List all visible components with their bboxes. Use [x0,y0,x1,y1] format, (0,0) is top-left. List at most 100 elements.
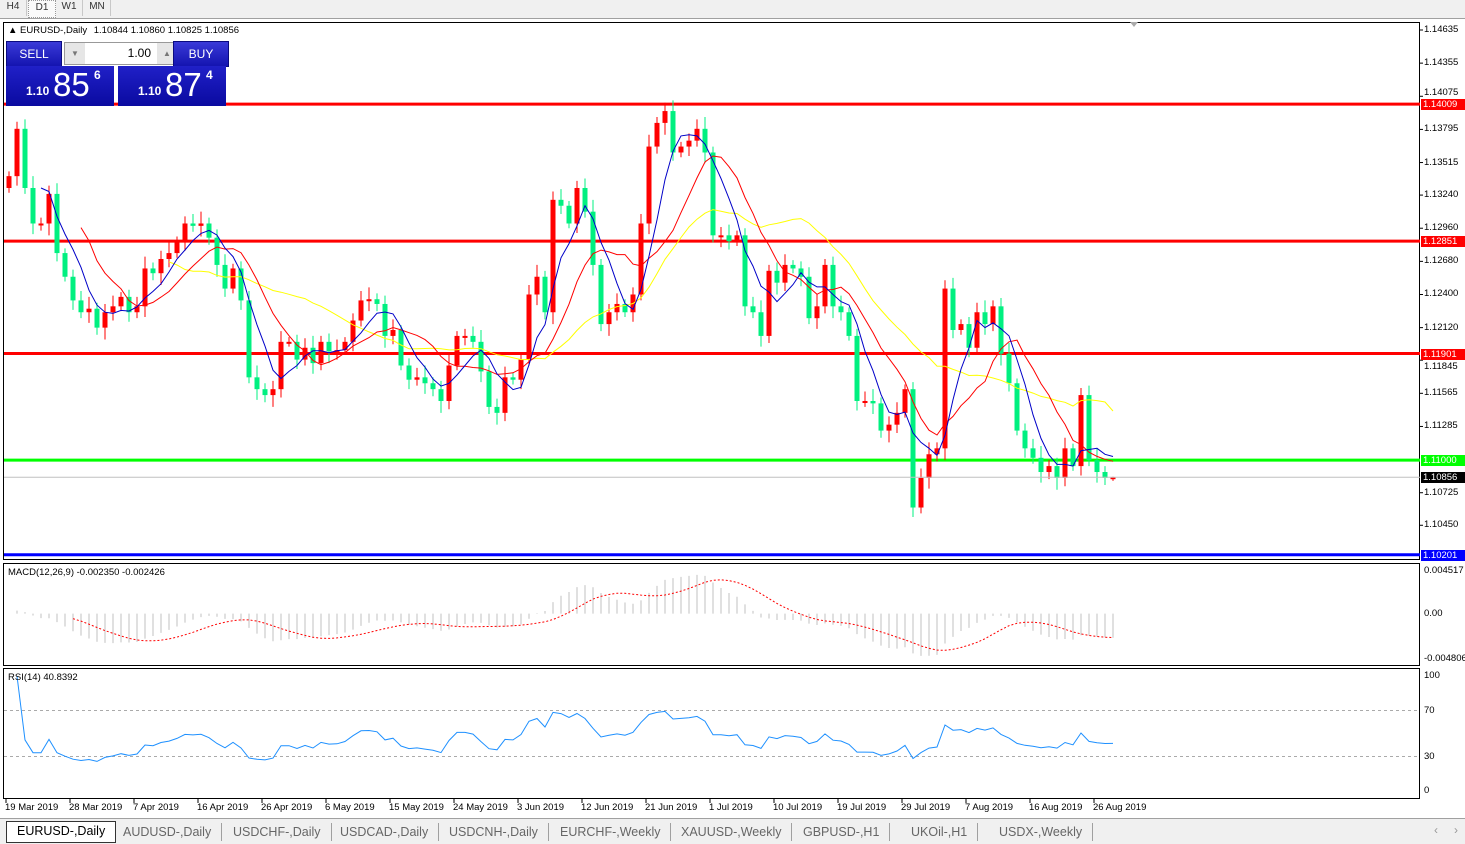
chart-tab[interactable]: USDCNH-,Daily [439,823,549,841]
candle-body [326,341,332,352]
candle-body [158,258,164,274]
chart-tab[interactable]: GBPUSD-,H1 [793,823,891,841]
candle-body [534,276,540,295]
candle-body [814,306,820,319]
candle-body [462,335,468,338]
date-axis-label: 19 Mar 2019 [5,802,59,813]
chart-tab[interactable]: AUDUSD-,Daily [113,823,223,841]
date-axis-label: 7 Aug 2019 [965,802,1014,813]
candle-body [494,406,500,413]
bid-price-tag: 1.10856 [1421,472,1465,484]
rsi-axis-label: 100 [1424,670,1440,681]
chart-shift-icon [1130,22,1138,27]
candle-body [286,341,292,344]
lot-increase-icon[interactable]: ▲ [157,43,177,64]
chart-tab[interactable]: USDCHF-,Daily [223,823,332,841]
tab-scroll-left-icon[interactable]: ‹ [1434,823,1438,837]
lot-size-input[interactable]: 1.00 [127,46,151,60]
chart-tab[interactable]: EURCHF-,Weekly [550,823,672,841]
date-axis-label: 26 Aug 2019 [1093,802,1147,813]
timeframe-mn-button[interactable]: MN [84,0,111,16]
sell-price[interactable]: 1.10 85 6 [6,66,114,106]
price-axis-label: 1.13240 [1424,189,1459,201]
candle-body [550,199,556,313]
candle-body [102,312,108,328]
candle-body [686,140,692,147]
moving-average-mid-line [80,155,1114,462]
candle-body [670,111,676,153]
chart-tab[interactable]: XAUUSD-,Weekly [671,823,793,841]
price-axis-label: 1.11565 [1424,387,1458,399]
candle-body [198,223,204,226]
candle-body [1094,460,1100,473]
chart-tab[interactable]: USDCAD-,Daily [330,823,440,841]
candle-body [278,341,284,390]
chart-tab[interactable]: UKOil-,H1 [901,823,979,841]
sell-button[interactable]: SELL [6,41,62,67]
candle-body [1022,430,1028,449]
candle-body [822,264,828,307]
candle-body [1078,395,1084,467]
candle-body [78,300,84,313]
candle-body [174,241,180,254]
lot-size-stepper[interactable]: ▼ 1.00 ▲ [64,42,178,65]
price-axis-label: 1.10725 [1424,486,1459,498]
candle-body [710,152,716,236]
candle-body [54,193,60,254]
candle-body [902,389,908,413]
candle-body [1038,457,1044,473]
candle-body [342,341,348,351]
candle-body [38,223,44,226]
buy-price[interactable]: 1.10 87 4 [118,66,226,106]
candle-body [574,187,580,224]
candle-body [318,341,324,364]
sell-price-prefix: 1.10 [26,84,50,98]
macd-axis-label: -0.004806 [1424,653,1465,664]
horizontal-line-price-tag: 1.14009 [1421,99,1465,111]
candle-body [974,312,980,348]
candle-body [142,268,148,307]
candle-body [990,306,996,325]
candle-body [678,146,684,153]
rsi-pane-frame [3,668,1420,799]
candle-body [606,312,612,325]
date-axis-label: 29 Jul 2019 [901,802,951,813]
candle-body [694,128,700,141]
chart-tab[interactable]: USDX-,Weekly [989,823,1094,841]
candle-body [942,288,948,449]
chart-tab[interactable]: EURUSD-,Daily [6,821,117,843]
collapse-triangle-icon[interactable]: ▲ [8,25,18,36]
price-axis-label: 1.11285 [1424,420,1458,432]
moving-average-slow-line [168,209,1114,412]
candle-body [126,296,132,313]
buy-button[interactable]: BUY [173,41,229,67]
candle-body [614,303,620,313]
lot-decrease-icon[interactable]: ▼ [65,43,85,64]
candle-body [46,193,52,224]
buy-price-prefix: 1.10 [138,84,162,98]
timeframe-d1-button[interactable]: D1 [28,0,56,18]
candle-body [1006,353,1012,384]
candle-body [238,268,244,301]
rsi-label: RSI(14) 40.8392 [8,672,78,683]
candle-body [526,294,532,360]
candle-body [214,237,220,265]
candle-body [566,205,572,224]
timeframe-h4-button[interactable]: H4 [0,0,27,16]
price-axis-label: 1.12960 [1424,222,1459,234]
sell-price-pip: 6 [94,68,101,82]
tab-scroll-right-icon[interactable]: › [1454,823,1458,837]
candle-body [894,412,900,425]
date-axis-label: 21 Jun 2019 [645,802,698,813]
rsi-axis-label: 0 [1424,785,1430,796]
macd-pane-frame [3,563,1420,666]
chart-symbol: EURUSD-,Daily [20,25,88,36]
date-axis-label: 7 Apr 2019 [133,802,179,813]
candle-body [582,187,588,212]
candle-body [478,341,484,372]
price-axis-label: 1.14075 [1424,87,1459,99]
candle-body [998,306,1004,354]
timeframe-w1-button[interactable]: W1 [56,0,83,16]
candle-body [246,300,252,378]
